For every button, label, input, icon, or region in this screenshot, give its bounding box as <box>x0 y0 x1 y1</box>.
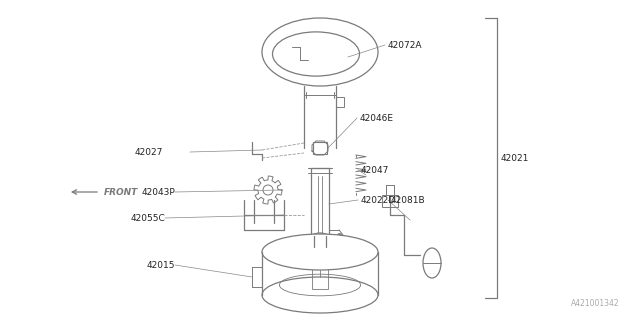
Text: 42027: 42027 <box>134 148 163 156</box>
Text: 42043P: 42043P <box>141 188 175 196</box>
Ellipse shape <box>309 233 331 247</box>
Text: A421001342: A421001342 <box>572 299 620 308</box>
Ellipse shape <box>262 277 378 313</box>
Text: 42047: 42047 <box>361 165 389 174</box>
Text: 42055C: 42055C <box>131 213 165 222</box>
Bar <box>336 97 344 107</box>
Bar <box>312 267 328 289</box>
Text: 42022D: 42022D <box>361 196 396 204</box>
Text: FRONT: FRONT <box>104 188 138 196</box>
Ellipse shape <box>262 234 378 270</box>
Text: 42046E: 42046E <box>360 114 394 123</box>
Ellipse shape <box>423 248 441 278</box>
Text: 42072A: 42072A <box>388 41 422 50</box>
Text: 42021: 42021 <box>501 154 529 163</box>
Bar <box>311 168 329 240</box>
Text: 42015: 42015 <box>147 260 175 269</box>
Ellipse shape <box>262 18 378 86</box>
Bar <box>313 142 327 154</box>
Bar <box>382 195 398 207</box>
Bar <box>315 244 325 252</box>
Bar <box>334 40 344 48</box>
Text: 42081B: 42081B <box>391 196 426 204</box>
Bar <box>338 48 344 58</box>
